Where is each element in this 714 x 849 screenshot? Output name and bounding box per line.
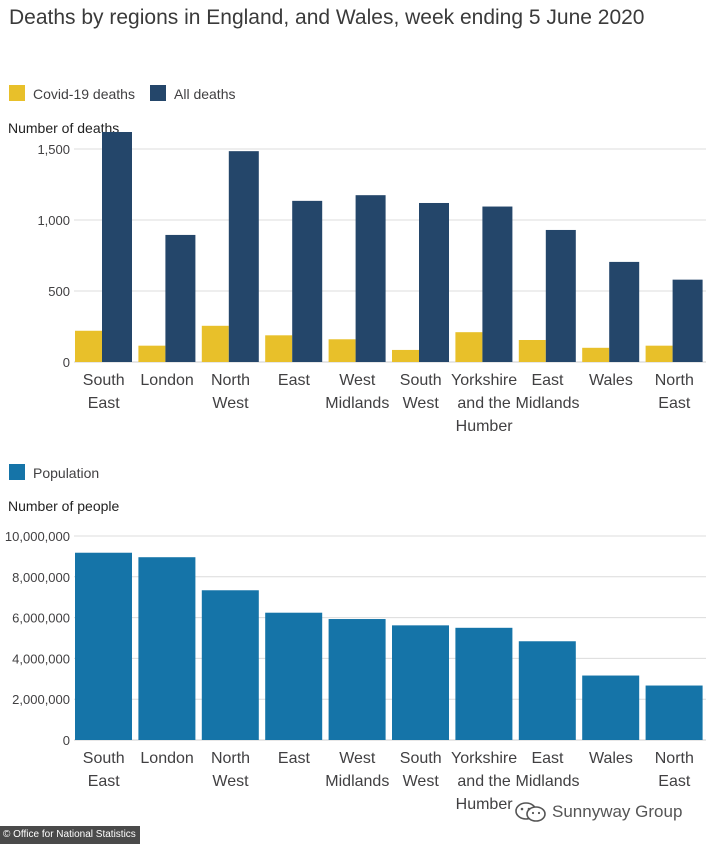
- x-tick-label: East: [531, 750, 564, 767]
- bar-all-deaths: [228, 151, 259, 362]
- bar-population: [201, 590, 259, 740]
- x-tick-label: and the: [457, 773, 510, 790]
- bar-population: [582, 675, 640, 740]
- bar-population: [265, 612, 323, 740]
- bar-population: [75, 552, 132, 740]
- y-tick-label: 1,500: [37, 142, 70, 157]
- y-tick-label: 0: [63, 733, 70, 748]
- bar-covid-19-deaths: [75, 330, 102, 362]
- x-tick-label: Midlands: [325, 395, 389, 412]
- x-tick-label: West: [339, 750, 376, 767]
- x-tick-label: North: [655, 750, 694, 767]
- source-credit: © Office for National Statistics: [0, 826, 140, 844]
- x-tick-label: South: [83, 750, 125, 767]
- bar-all-deaths: [609, 261, 640, 362]
- y-tick-label: 4,000,000: [12, 651, 70, 666]
- x-tick-label: Yorkshire: [451, 372, 517, 389]
- x-tick-label: Humber: [456, 796, 514, 813]
- legend-swatch: [9, 85, 25, 101]
- bar-covid-19-deaths: [455, 332, 483, 362]
- bar-covid-19-deaths: [582, 347, 610, 362]
- x-tick-label: West: [339, 372, 376, 389]
- x-tick-label: West: [212, 773, 249, 790]
- x-tick-label: Midlands: [515, 773, 579, 790]
- legend-label: Covid-19 deaths: [33, 86, 135, 102]
- y-tick-label: 10,000,000: [5, 529, 70, 544]
- bar-covid-19-deaths: [201, 325, 229, 362]
- bar-all-deaths: [545, 229, 576, 362]
- x-tick-label: London: [140, 372, 193, 389]
- x-tick-label: Yorkshire: [451, 750, 517, 767]
- x-tick-label: East: [658, 773, 691, 790]
- x-tick-label: South: [83, 372, 125, 389]
- y-axis-label: Number of people: [8, 498, 120, 514]
- legend-swatch: [9, 464, 25, 480]
- bar-covid-19-deaths: [645, 345, 673, 362]
- x-tick-label: East: [278, 372, 311, 389]
- x-tick-label: and the: [457, 395, 510, 412]
- legend-swatch: [150, 85, 166, 101]
- x-tick-label: Wales: [589, 750, 633, 767]
- x-tick-label: West: [403, 773, 440, 790]
- bar-all-deaths: [672, 279, 703, 362]
- y-tick-label: 500: [48, 284, 70, 299]
- x-tick-label: East: [278, 750, 311, 767]
- wechat-icon: [515, 802, 546, 822]
- bar-all-deaths: [482, 206, 513, 362]
- bar-all-deaths: [102, 132, 132, 362]
- x-tick-label: North: [655, 372, 694, 389]
- bar-covid-19-deaths: [392, 349, 419, 362]
- chart-title: Deaths by regions in England, and Wales,…: [9, 6, 645, 29]
- bar-all-deaths: [292, 200, 323, 362]
- legend-label: Population: [33, 465, 99, 481]
- y-tick-label: 1,000: [37, 213, 70, 228]
- x-tick-label: Midlands: [325, 773, 389, 790]
- watermark: Sunnyway Group: [514, 801, 682, 823]
- x-tick-label: East: [531, 372, 564, 389]
- y-axis-label: Number of deaths: [8, 120, 119, 136]
- bar-covid-19-deaths: [328, 339, 356, 362]
- legend-label: All deaths: [174, 86, 235, 102]
- bar-all-deaths: [165, 234, 196, 362]
- x-tick-label: Humber: [456, 418, 514, 435]
- bar-population: [328, 619, 386, 740]
- bar-covid-19-deaths: [138, 345, 166, 362]
- bar-all-deaths: [355, 195, 386, 362]
- bar-covid-19-deaths: [265, 335, 293, 362]
- bar-population: [455, 627, 513, 740]
- y-tick-label: 8,000,000: [12, 570, 70, 585]
- x-tick-label: West: [212, 395, 249, 412]
- bar-population: [645, 685, 703, 740]
- x-tick-label: East: [88, 773, 121, 790]
- bar-population: [518, 641, 576, 740]
- y-tick-label: 6,000,000: [12, 611, 70, 626]
- x-tick-label: North: [211, 750, 250, 767]
- x-tick-label: East: [88, 395, 121, 412]
- y-tick-label: 2,000,000: [12, 692, 70, 707]
- x-tick-label: Midlands: [515, 395, 579, 412]
- x-tick-label: North: [211, 372, 250, 389]
- bar-covid-19-deaths: [518, 339, 546, 362]
- x-tick-label: South: [400, 372, 442, 389]
- x-tick-label: Wales: [589, 372, 633, 389]
- x-tick-label: East: [658, 395, 691, 412]
- x-tick-label: London: [140, 750, 193, 767]
- x-tick-label: South: [400, 750, 442, 767]
- y-tick-label: 0: [63, 355, 70, 370]
- bar-population: [138, 557, 196, 740]
- watermark-text: Sunnyway Group: [552, 802, 683, 821]
- x-tick-label: West: [403, 395, 440, 412]
- bar-all-deaths: [419, 202, 449, 362]
- bar-population: [392, 625, 449, 740]
